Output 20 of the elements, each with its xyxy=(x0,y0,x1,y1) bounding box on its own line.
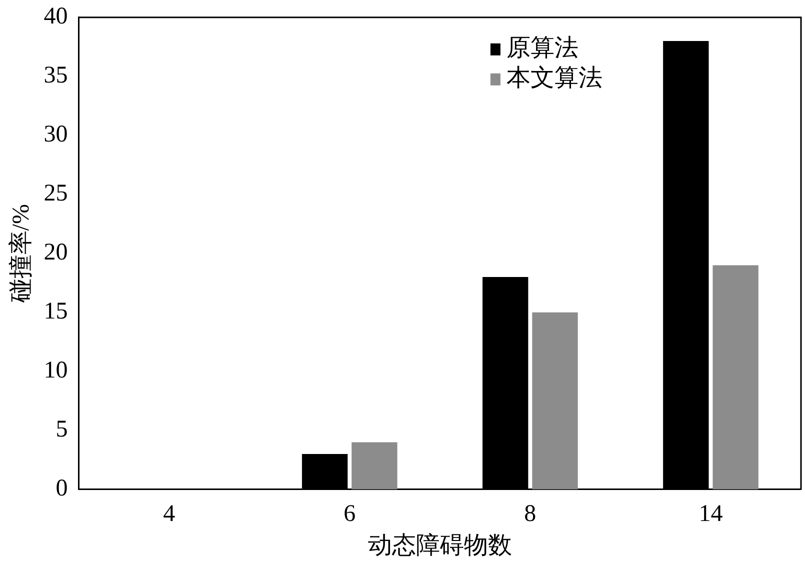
bar xyxy=(532,312,578,490)
y-tick-label: 30 xyxy=(44,122,68,148)
legend-label: 原算法 xyxy=(506,36,578,62)
bar xyxy=(712,265,758,490)
y-tick-label: 20 xyxy=(44,240,68,266)
y-tick-label: 5 xyxy=(56,416,68,443)
y-tick-label: 35 xyxy=(44,62,68,89)
legend-label: 本文算法 xyxy=(506,64,602,92)
x-tick-label: 14 xyxy=(698,501,723,528)
x-axis-title: 动态障碍物数 xyxy=(368,532,512,559)
y-tick-label: 15 xyxy=(44,298,68,325)
y-tick-label: 0 xyxy=(56,476,68,502)
x-tick-label: 6 xyxy=(344,501,356,528)
x-tick-label: 4 xyxy=(163,501,176,528)
bar xyxy=(352,442,398,490)
y-tick-label: 25 xyxy=(44,180,68,207)
y-axis-title: 碰撞率/% xyxy=(8,204,35,304)
x-tick-label: 8 xyxy=(524,501,536,528)
y-tick-label: 40 xyxy=(44,4,68,30)
y-tick-label: 10 xyxy=(44,358,68,384)
